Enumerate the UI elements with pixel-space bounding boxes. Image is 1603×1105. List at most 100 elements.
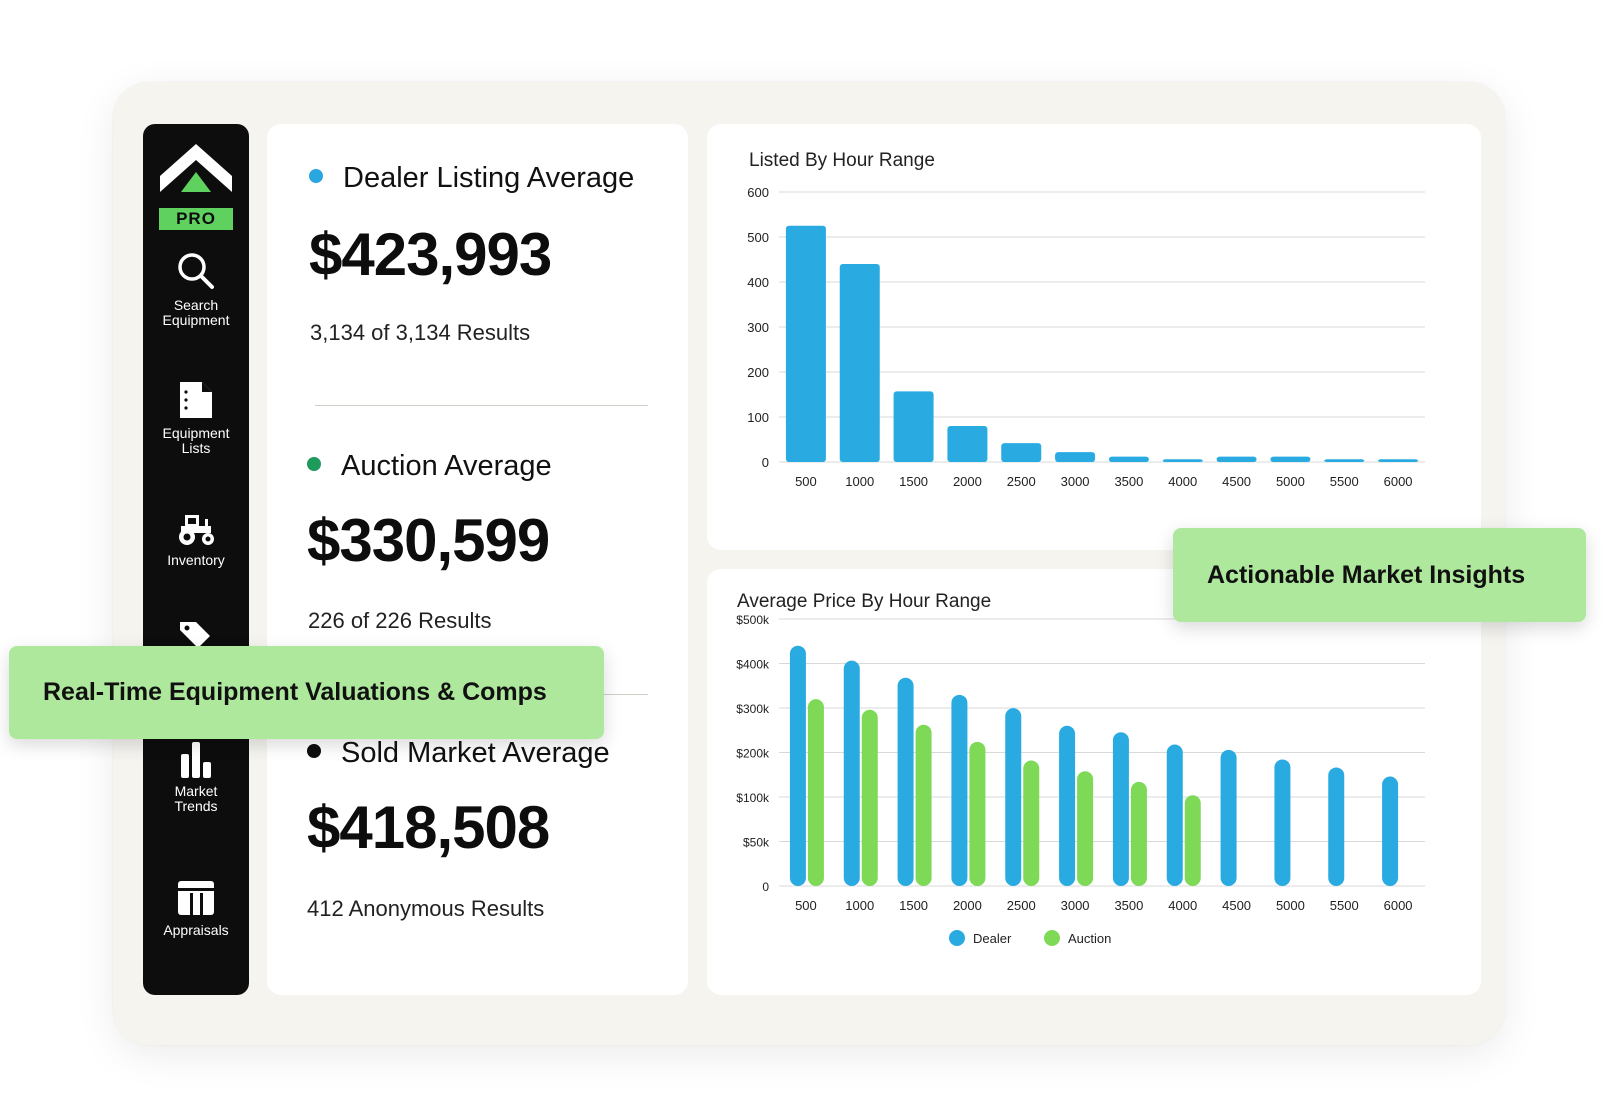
sidebar-item-appraisals[interactable]: Appraisals	[143, 879, 249, 938]
y-tick-label: $500k	[736, 613, 770, 627]
listed-by-hour-range-chart: 0 100 200 300 400 500 600 500 1000 1500 2000 2500 30…	[747, 185, 1425, 489]
sidebar-item-label: Appraisals	[163, 922, 229, 938]
sold-dot-icon	[307, 744, 321, 759]
auction-dot-icon	[307, 457, 321, 472]
bar	[1055, 452, 1096, 462]
sidebar-item-tag[interactable]	[143, 618, 249, 654]
x-tick-label: 4500	[1222, 898, 1251, 913]
sold-market-results: 412 Anonymous Results	[307, 896, 545, 921]
dealer-listing-results: 3,134 of 3,134 Results	[310, 320, 531, 345]
bar-dealer	[1112, 732, 1129, 886]
dealer-listing-average-title: Dealer Listing Average	[309, 162, 634, 195]
auction-average-title: Auction Average	[307, 450, 552, 483]
y-tick-label: 200	[747, 365, 769, 380]
sidebar-item-label: Market Trends	[174, 783, 218, 814]
y-tick-label: $400k	[736, 658, 770, 672]
legend-label: Dealer	[973, 931, 1012, 946]
bar-auction	[1130, 781, 1147, 886]
sidebar-item-label: Equipment Lists	[162, 425, 230, 456]
sidebar-item-label: Search Equipment	[162, 297, 230, 328]
x-tick-label: 5500	[1330, 474, 1359, 489]
market-insights-callout: Actionable Market Insights	[1173, 528, 1586, 622]
x-tick-label: 3500	[1114, 898, 1143, 913]
tag-icon	[180, 622, 210, 648]
dealer-listing-average-value: $423,993	[309, 221, 552, 288]
valuations-callout: Real-Time Equipment Valuations & Comps	[9, 646, 604, 739]
bar	[785, 225, 826, 462]
y-tick-label: 0	[762, 455, 769, 470]
table-icon	[178, 881, 214, 915]
y-tick-label: 500	[747, 230, 769, 245]
x-tick-label: 5500	[1330, 898, 1359, 913]
dealer-dot-icon	[309, 169, 323, 184]
bar-dealer	[1059, 725, 1076, 886]
bar-auction	[969, 741, 986, 886]
bar-dealer	[1382, 776, 1399, 886]
y-tick-label: $300k	[736, 702, 770, 716]
bar	[1216, 456, 1257, 462]
legend-marker-dealer	[949, 930, 965, 946]
bar	[1108, 456, 1149, 462]
bar-chart-icon	[181, 742, 211, 778]
x-tick-label: 6000	[1384, 474, 1413, 489]
x-tick-label: 500	[795, 474, 817, 489]
chart-title: Average Price By Hour Range	[737, 591, 992, 612]
sidebar-item-label: Inventory	[167, 552, 225, 568]
sidebar-item-search-equipment[interactable]: Search Equipment	[143, 250, 249, 328]
y-tick-label: $200k	[736, 747, 770, 761]
y-tick-label: $100k	[736, 791, 770, 805]
chart-title: Listed By Hour Range	[749, 150, 935, 171]
x-tick-label: 4500	[1222, 474, 1251, 489]
bar-dealer	[897, 677, 914, 886]
pro-badge: PRO	[159, 208, 233, 230]
sidebar-item-equipment-lists[interactable]: Equipment Lists	[143, 380, 249, 456]
search-icon	[178, 253, 214, 289]
bar-dealer	[1166, 744, 1183, 886]
bar	[839, 264, 880, 462]
sold-market-average-value: $418,508	[307, 794, 550, 861]
sidebar-item-inventory[interactable]: Inventory	[143, 513, 249, 568]
bar	[1001, 443, 1042, 462]
bar-dealer	[789, 645, 806, 886]
tractor-icon	[179, 515, 214, 545]
sidebar-item-market-trends[interactable]: Market Trends	[143, 740, 249, 814]
document-icon	[180, 382, 212, 418]
sidebar: PRO Search Equipment Equipment Lists	[143, 124, 249, 995]
bar	[947, 426, 988, 462]
x-tick-label: 3000	[1061, 474, 1090, 489]
bar-dealer	[1220, 749, 1237, 886]
y-tick-label: 100	[747, 410, 769, 425]
bar-dealer	[1274, 759, 1291, 886]
bar	[1162, 459, 1203, 462]
y-tick-label: 400	[747, 275, 769, 290]
y-tick-label: 600	[747, 185, 769, 200]
listed-by-hour-range-card: Listed By Hour Range 0 100 200 300 400 500 600…	[707, 124, 1481, 550]
bar	[1324, 459, 1365, 462]
x-tick-label: 6000	[1384, 898, 1413, 913]
x-tick-label: 500	[795, 898, 817, 913]
x-tick-label: 4000	[1168, 898, 1197, 913]
x-tick-label: 1500	[899, 474, 928, 489]
y-tick-label: 300	[747, 320, 769, 335]
x-tick-label: 3500	[1114, 474, 1143, 489]
x-tick-label: 2500	[1007, 474, 1036, 489]
bar-dealer	[843, 660, 860, 886]
auction-results: 226 of 226 Results	[308, 608, 492, 633]
bar-auction	[861, 709, 878, 886]
y-tick-label: $50k	[743, 836, 770, 850]
x-tick-label: 5000	[1276, 898, 1305, 913]
x-tick-label: 1000	[845, 898, 874, 913]
x-tick-label: 1000	[845, 474, 874, 489]
x-tick-label: 3000	[1061, 898, 1090, 913]
x-tick-label: 2000	[953, 474, 982, 489]
bar-auction	[1184, 795, 1201, 886]
bar-auction	[1023, 760, 1040, 886]
x-tick-label: 1500	[899, 898, 928, 913]
legend-label: Auction	[1068, 931, 1111, 946]
average-price-by-hour-range-card: Average Price By Hour Range 0 $50k $100k $2…	[707, 569, 1481, 995]
bar-dealer	[1328, 767, 1345, 886]
bar-auction	[915, 724, 932, 886]
bar-auction	[807, 699, 824, 886]
bar	[1270, 456, 1311, 462]
x-tick-label: 2000	[953, 898, 982, 913]
